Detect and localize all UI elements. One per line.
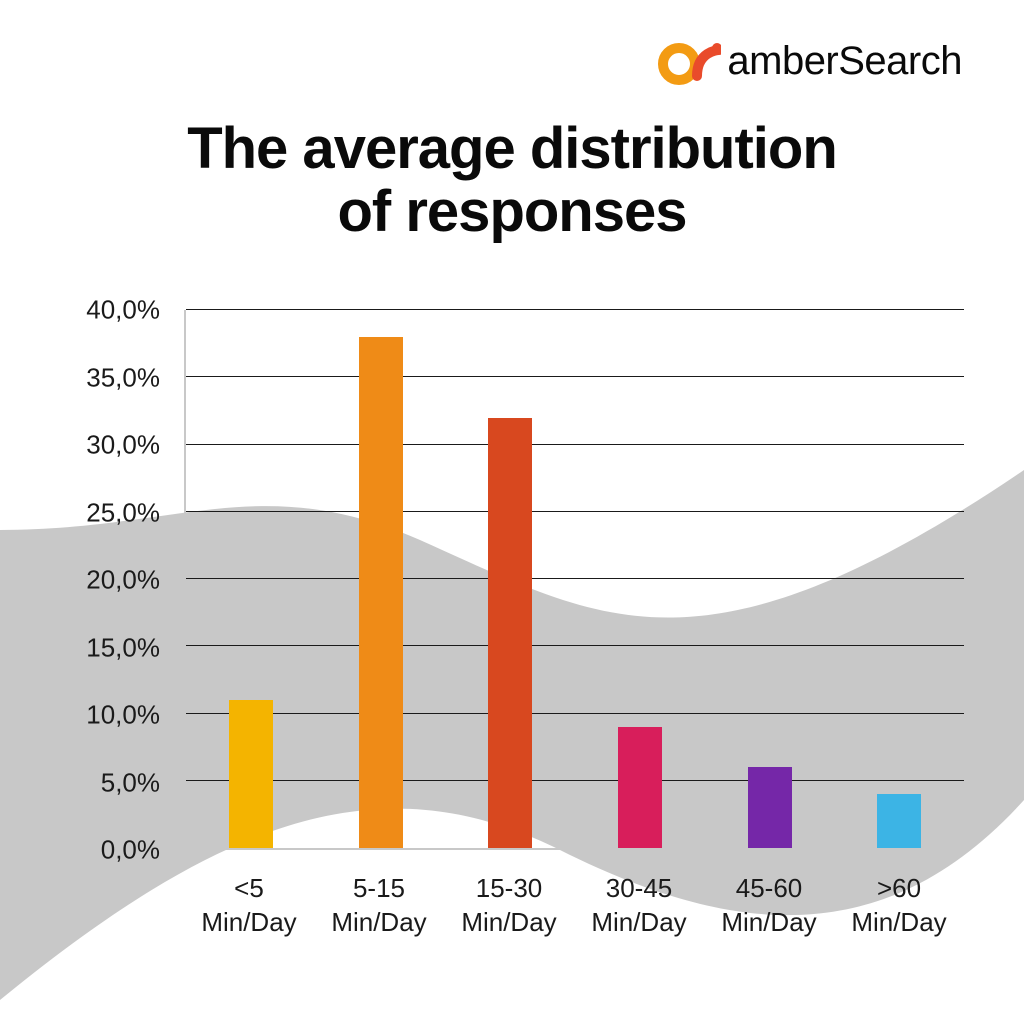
- xlabel: 45-60 Min/Day: [704, 860, 834, 950]
- xlabel-line1: >60: [834, 872, 964, 906]
- ytick-label: 30,0%: [74, 430, 174, 461]
- xlabel-line1: 30-45: [574, 872, 704, 906]
- xlabel-line2: Min/Day: [314, 906, 444, 940]
- xlabel-line2: Min/Day: [444, 906, 574, 940]
- x-axis-labels: <5 Min/Day 5-15 Min/Day 15-30 Min/Day 30…: [184, 860, 964, 950]
- ytick-label: 25,0%: [74, 497, 174, 528]
- bar: [488, 418, 532, 848]
- bar-slot: [316, 310, 446, 848]
- ytick-label: 35,0%: [74, 362, 174, 393]
- xlabel: >60 Min/Day: [834, 860, 964, 950]
- chart-title-line2: of responses: [338, 179, 687, 244]
- xlabel: 30-45 Min/Day: [574, 860, 704, 950]
- ytick-label: 10,0%: [74, 700, 174, 731]
- ytick-label: 15,0%: [74, 632, 174, 663]
- xlabel: 15-30 Min/Day: [444, 860, 574, 950]
- xlabel-line1: 15-30: [444, 872, 574, 906]
- bar-slot: [445, 310, 575, 848]
- xlabel-line1: 45-60: [704, 872, 834, 906]
- plot-area: [184, 310, 964, 850]
- ytick-label: 0,0%: [74, 835, 174, 866]
- bar: [359, 337, 403, 848]
- brand-logo-mark-icon: [657, 36, 721, 86]
- xlabel-line1: <5: [184, 872, 314, 906]
- bar: [877, 794, 921, 848]
- xlabel-line2: Min/Day: [834, 906, 964, 940]
- bars-container: [186, 310, 964, 848]
- xlabel-line2: Min/Day: [184, 906, 314, 940]
- ytick-label: 20,0%: [74, 565, 174, 596]
- xlabel-line1: 5-15: [314, 872, 444, 906]
- bar-slot: [705, 310, 835, 848]
- xlabel-line2: Min/Day: [704, 906, 834, 940]
- xlabel: <5 Min/Day: [184, 860, 314, 950]
- chart-title-line1: The average distribution: [187, 116, 837, 181]
- xlabel-line2: Min/Day: [574, 906, 704, 940]
- bar-slot: [186, 310, 316, 848]
- bar-slot: [575, 310, 705, 848]
- brand-logo-text: amberSearch: [727, 39, 962, 84]
- bar-slot: [834, 310, 964, 848]
- bar: [229, 700, 273, 848]
- brand-logo: amberSearch: [657, 36, 962, 86]
- xlabel: 5-15 Min/Day: [314, 860, 444, 950]
- bar-chart: 40,0% 35,0% 30,0% 25,0% 20,0% 15,0% 10,0…: [74, 310, 964, 950]
- ytick-label: 40,0%: [74, 295, 174, 326]
- chart-title: The average distribution of responses: [0, 118, 1024, 243]
- bar: [748, 767, 792, 848]
- ytick-label: 5,0%: [74, 767, 174, 798]
- bar: [618, 727, 662, 848]
